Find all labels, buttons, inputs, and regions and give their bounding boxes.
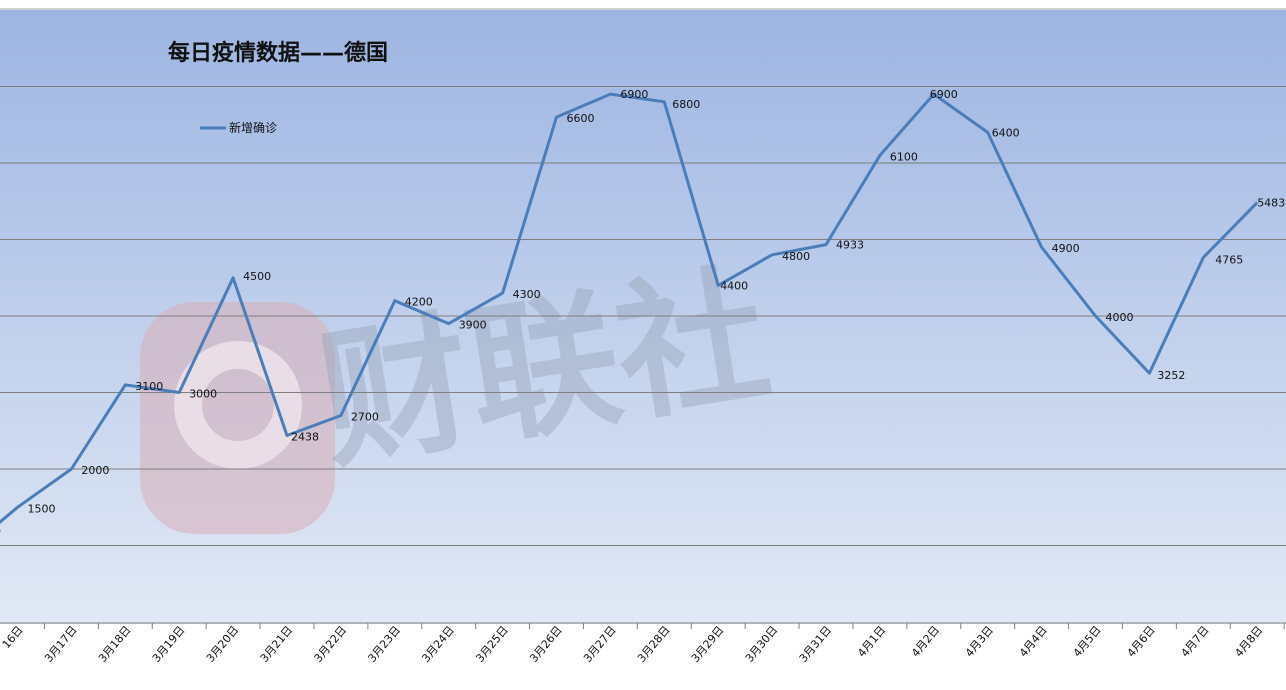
data-label: 2438: [291, 430, 319, 443]
x-tick-label: 4月4日: [1017, 624, 1050, 660]
x-tick-label: 3月26日: [527, 624, 565, 665]
x-tick-label: 3月27日: [581, 624, 619, 665]
data-label: 6900: [930, 88, 958, 101]
data-label-partial: 0: [0, 525, 1, 538]
x-tick-label: 3月24日: [419, 624, 457, 665]
x-tick-label: 3月23日: [365, 624, 403, 665]
data-label: 6600: [567, 112, 595, 125]
x-tick-label: 4月6日: [1125, 624, 1158, 660]
data-label: 6400: [992, 126, 1020, 139]
x-tick-label: 4月3日: [963, 624, 996, 660]
data-label: 2700: [351, 410, 379, 423]
x-tick-label: 3月17日: [42, 624, 80, 665]
x-tick-label: 4月1日: [855, 624, 888, 660]
x-tick-label: 3月22日: [312, 624, 350, 665]
data-label: 3000: [189, 388, 217, 401]
chart-title: 每日疫情数据——德国: [168, 40, 388, 66]
data-label: 4400: [720, 279, 748, 292]
data-label: 4200: [405, 296, 433, 309]
data-label: 4933: [836, 239, 864, 252]
legend-label: 新增确诊: [229, 120, 277, 135]
data-label: 6800: [672, 98, 700, 111]
x-tick-label: 4月5日: [1071, 624, 1104, 660]
x-tick-label: 3月31日: [797, 624, 835, 665]
data-label: 4800: [782, 250, 810, 263]
x-tick-label: 3月29日: [689, 624, 727, 665]
x-tick-label: 3月18日: [96, 624, 134, 665]
x-tick-label: 3月30日: [743, 624, 781, 665]
x-tick-label: 16日: [0, 624, 26, 652]
series-line-new-cases: [0, 92, 1259, 524]
data-label: 4765: [1215, 253, 1243, 266]
data-label: 2000: [81, 464, 109, 477]
data-label: 1500: [28, 502, 56, 515]
x-tick-label: 3月28日: [635, 624, 673, 665]
data-labels: 1500 2000 3100 3000 4500 2438 2700 4200 3900 4300…: [0, 88, 1285, 538]
x-tick-label: 4月8日: [1232, 624, 1265, 660]
data-label: 4300: [513, 288, 541, 301]
x-tick-label: 3月25日: [473, 624, 511, 665]
data-label: 6100: [890, 150, 918, 163]
data-label: 4900: [1052, 242, 1080, 255]
x-tick-label: 3月19日: [150, 624, 188, 665]
x-tick-label: 4月2日: [909, 624, 942, 660]
data-label: 4500: [243, 270, 271, 283]
data-label: 6900: [620, 88, 648, 101]
legend: 新增确诊: [200, 120, 277, 135]
data-label: 5483: [1257, 197, 1285, 210]
data-label: 3900: [459, 319, 487, 332]
watermark-logo-ring: [174, 341, 302, 469]
x-tick-label: 3月20日: [204, 624, 242, 665]
x-tick-label: 4月7日: [1178, 624, 1211, 660]
data-label: 3252: [1157, 369, 1185, 382]
data-label: 4000: [1106, 311, 1134, 324]
series-layer: [0, 92, 1259, 524]
watermark-logo-badge: [140, 302, 335, 534]
data-label: 3100: [135, 380, 163, 393]
x-tick-label: 3月21日: [258, 624, 296, 665]
x-axis: 16日 3月17日 3月18日 3月19日 3月20日 3月21日 3月22日 3月23日 3月…: [0, 622, 1286, 665]
